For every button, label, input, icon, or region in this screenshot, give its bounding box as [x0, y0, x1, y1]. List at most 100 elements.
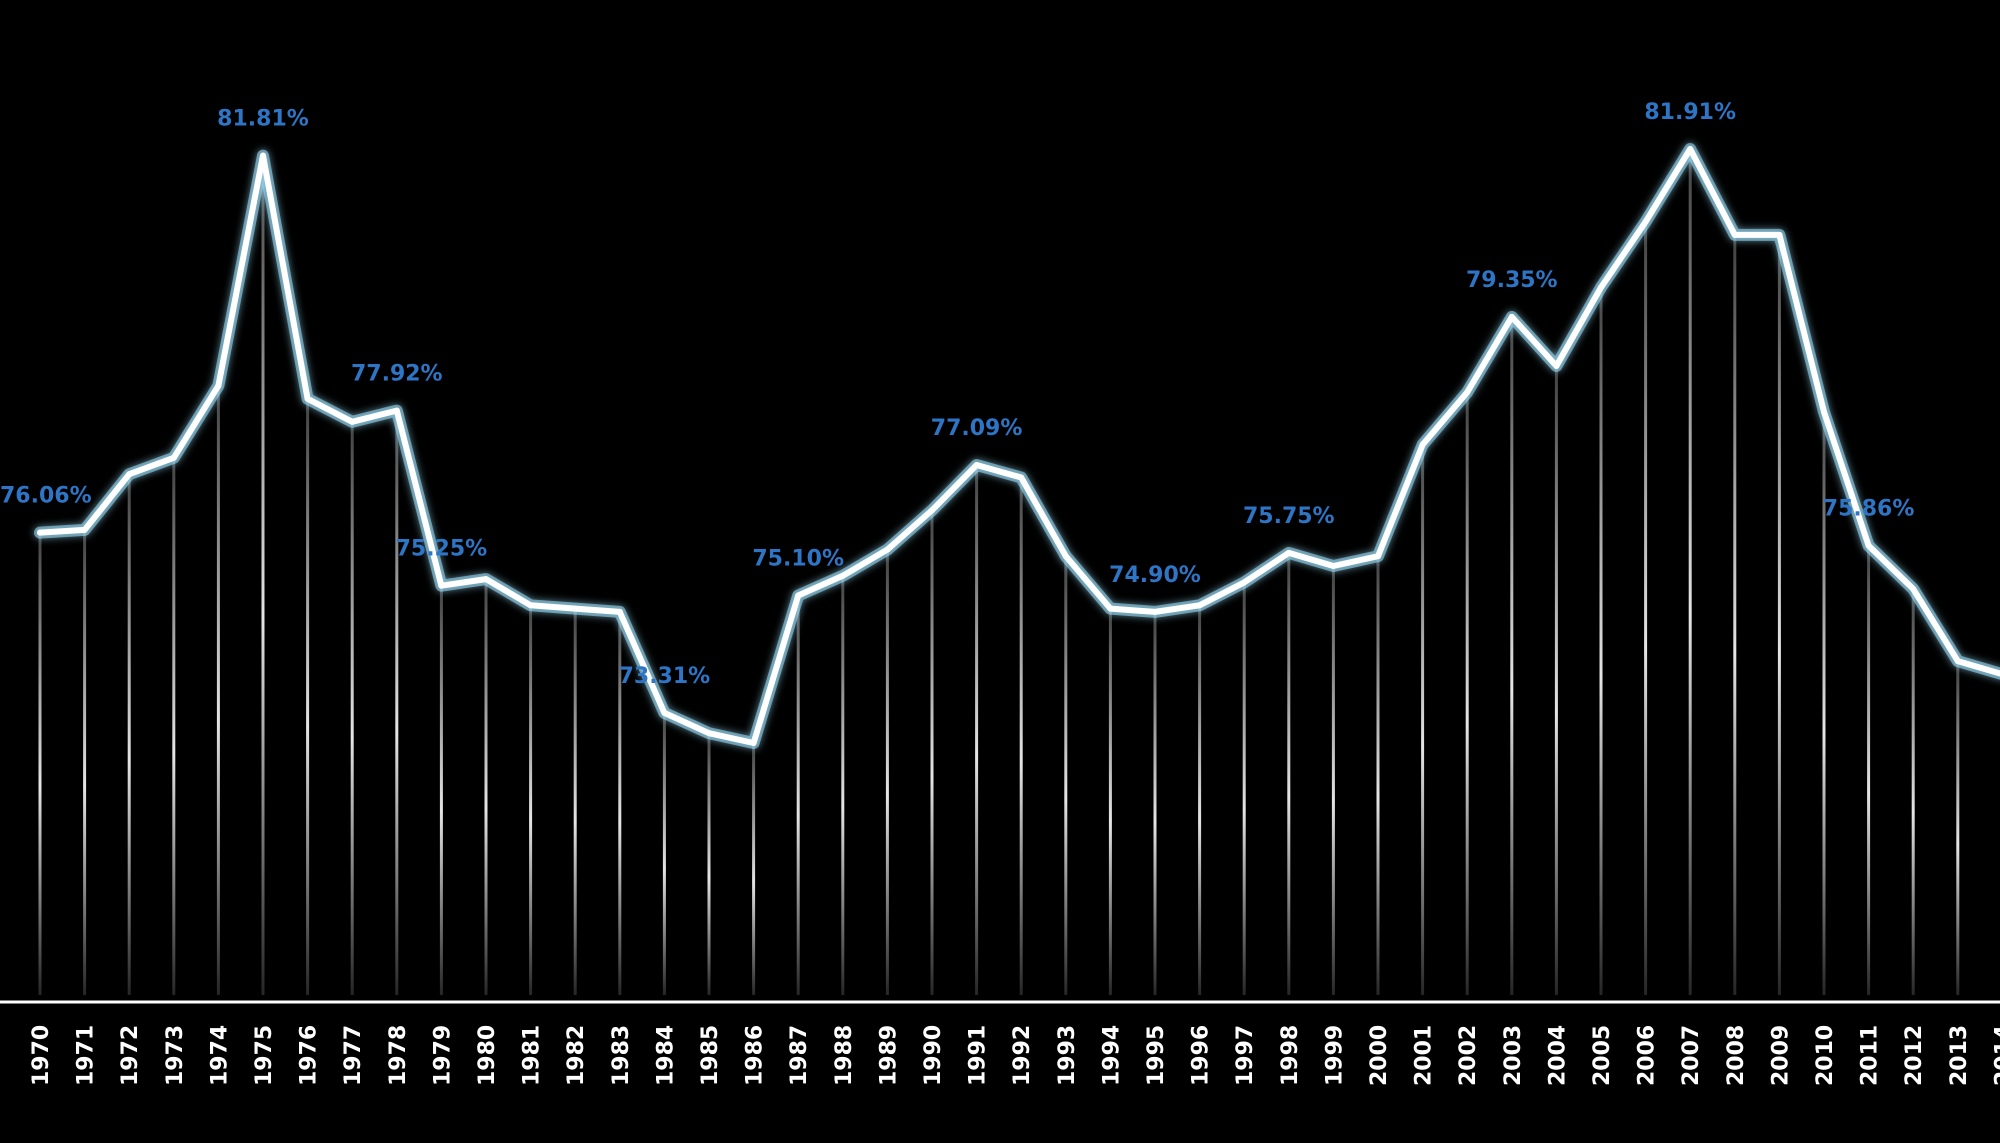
data-point-1999 — [1330, 563, 1337, 569]
x-tick-label-2005: 2005 — [1590, 1025, 1615, 1086]
data-point-1991 — [973, 462, 980, 469]
data-point-1994 — [1107, 605, 1114, 612]
drop-line-1980 — [484, 579, 488, 995]
drop-line-1978 — [395, 410, 399, 995]
data-point-2000 — [1375, 553, 1381, 560]
drop-line-1986 — [752, 743, 756, 995]
x-tick-labels: 1970 1971 1972 1973 1974 1975 1976 1977 1978 1979… — [29, 1025, 2000, 1086]
data-point-2003 — [1508, 313, 1515, 320]
drop-line-1974 — [216, 385, 220, 996]
drop-lines — [38, 149, 1960, 996]
data-point-2004 — [1553, 363, 1560, 370]
x-tick-label-1998: 1998 — [1278, 1025, 1303, 1086]
data-point-1995 — [1152, 608, 1158, 615]
data-point-1982 — [572, 605, 579, 612]
x-tick-label-2009: 2009 — [1768, 1025, 1793, 1086]
x-tick-label-1986: 1986 — [743, 1025, 768, 1086]
x-tick-label-1985: 1985 — [698, 1025, 723, 1086]
x-tick-label-1980: 1980 — [475, 1025, 500, 1086]
x-tick-label-1992: 1992 — [1010, 1025, 1035, 1086]
drop-line-1988 — [841, 575, 845, 995]
data-labels: 76.06% 81.81% 77.92% 75.25% 73.31% 75.10% 77.0… — [0, 100, 1914, 689]
drop-line-2008 — [1733, 234, 1737, 996]
drop-line-2004 — [1554, 366, 1558, 995]
x-tick-label-1983: 1983 — [609, 1025, 634, 1086]
data-label-2011: 75.86% — [1823, 497, 1915, 522]
drop-line-2005 — [1599, 287, 1603, 995]
drop-line-1993 — [1064, 556, 1068, 995]
data-point-1993 — [1062, 553, 1069, 560]
drop-line-1998 — [1287, 552, 1291, 995]
drop-line-2000 — [1376, 556, 1380, 995]
x-tick-label-2006: 2006 — [1635, 1025, 1660, 1086]
x-tick-label-2008: 2008 — [1724, 1025, 1749, 1086]
x-tick-label-1993: 1993 — [1055, 1025, 1080, 1086]
data-point-1973 — [170, 454, 177, 461]
x-tick-label-1978: 1978 — [386, 1025, 411, 1086]
drop-line-1976 — [306, 398, 310, 996]
x-tick-label-2000: 2000 — [1367, 1025, 1392, 1086]
drop-line-1994 — [1108, 608, 1112, 995]
drop-line-1981 — [529, 605, 533, 995]
x-tick-label-1973: 1973 — [163, 1025, 188, 1086]
data-point-1984 — [661, 709, 668, 716]
data-point-1978 — [393, 407, 400, 414]
x-tick-label-2010: 2010 — [1813, 1025, 1838, 1086]
drop-line-1997 — [1242, 582, 1246, 995]
series-line-group — [34, 143, 2000, 749]
drop-line-1977 — [350, 421, 354, 995]
data-point-2008 — [1731, 231, 1738, 238]
data-point-2005 — [1598, 284, 1604, 291]
data-point-1985 — [706, 730, 712, 737]
x-tick-label-2014: 2014 — [1991, 1025, 2000, 1086]
drop-line-1979 — [439, 585, 443, 995]
drop-line-1987 — [796, 595, 800, 995]
data-point-1996 — [1196, 602, 1203, 609]
drop-line-2010 — [1822, 411, 1826, 995]
x-tick-label-1981: 1981 — [520, 1025, 545, 1086]
drop-line-1999 — [1331, 566, 1335, 995]
data-point-1970 — [37, 529, 43, 536]
x-tick-label-2002: 2002 — [1456, 1025, 1481, 1086]
data-point-2001 — [1419, 441, 1426, 448]
data-label-2003: 79.35% — [1466, 268, 1558, 293]
x-tick-label-1975: 1975 — [252, 1025, 277, 1086]
x-tick-label-2003: 2003 — [1501, 1025, 1526, 1086]
data-point-1974 — [215, 382, 222, 389]
drop-line-1971 — [83, 529, 87, 995]
data-label-1984: 73.31% — [619, 664, 711, 689]
data-point-1977 — [349, 418, 356, 425]
data-point-1997 — [1241, 579, 1248, 586]
drop-line-1990 — [930, 510, 934, 995]
drop-line-2012 — [1911, 588, 1915, 995]
data-point-1981 — [527, 602, 534, 609]
drop-line-1972 — [127, 474, 131, 995]
x-tick-label-1996: 1996 — [1189, 1025, 1214, 1086]
x-tick-label-1989: 1989 — [876, 1025, 901, 1086]
data-point-1992 — [1018, 474, 1025, 481]
data-point-1975 — [260, 152, 266, 159]
drop-line-1973 — [172, 457, 176, 995]
data-label-1998: 75.75% — [1243, 504, 1335, 529]
data-point-1979 — [438, 582, 445, 589]
data-point-1976 — [304, 395, 311, 402]
drop-line-2009 — [1777, 234, 1781, 996]
data-point-1989 — [884, 546, 891, 553]
x-tick-label-1990: 1990 — [921, 1025, 946, 1086]
x-tick-label-1977: 1977 — [341, 1025, 366, 1086]
x-tick-label-1971: 1971 — [74, 1025, 99, 1086]
x-tick-label-1995: 1995 — [1144, 1025, 1169, 1086]
drop-line-1982 — [573, 608, 577, 995]
data-point-2011 — [1865, 542, 1872, 549]
data-label-1975: 81.81% — [217, 107, 309, 132]
data-point-2013 — [1954, 658, 1961, 665]
data-label-1987: 75.10% — [752, 547, 844, 572]
data-label-1995: 74.90% — [1109, 563, 1201, 588]
data-point-1972 — [126, 471, 133, 478]
data-point-2002 — [1464, 389, 1471, 396]
data-label-2007: 81.91% — [1644, 100, 1736, 125]
x-tick-label-1972: 1972 — [118, 1025, 143, 1086]
drop-line-2002 — [1465, 392, 1469, 996]
